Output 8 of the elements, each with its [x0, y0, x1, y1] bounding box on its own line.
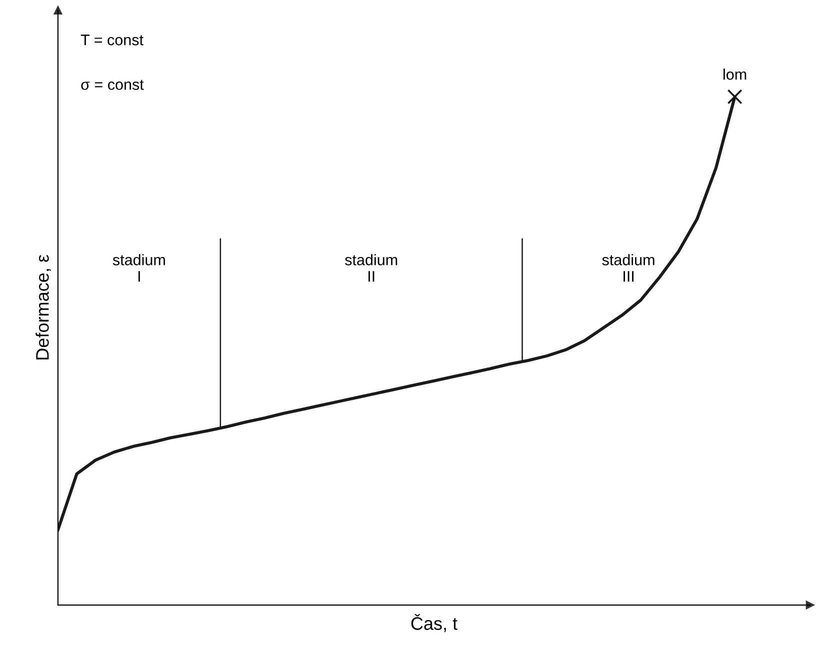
annotation: stadium III [602, 254, 654, 282]
annotation: lom [724, 68, 746, 80]
annotation: stadium II [345, 254, 398, 282]
y-axis-title: Deformace, ε [36, 254, 51, 360]
annotation: stadium I [112, 254, 165, 282]
x-axis-title: Čas, t [411, 614, 458, 632]
text: T = const [80, 34, 144, 46]
text: σ = const [81, 80, 144, 90]
